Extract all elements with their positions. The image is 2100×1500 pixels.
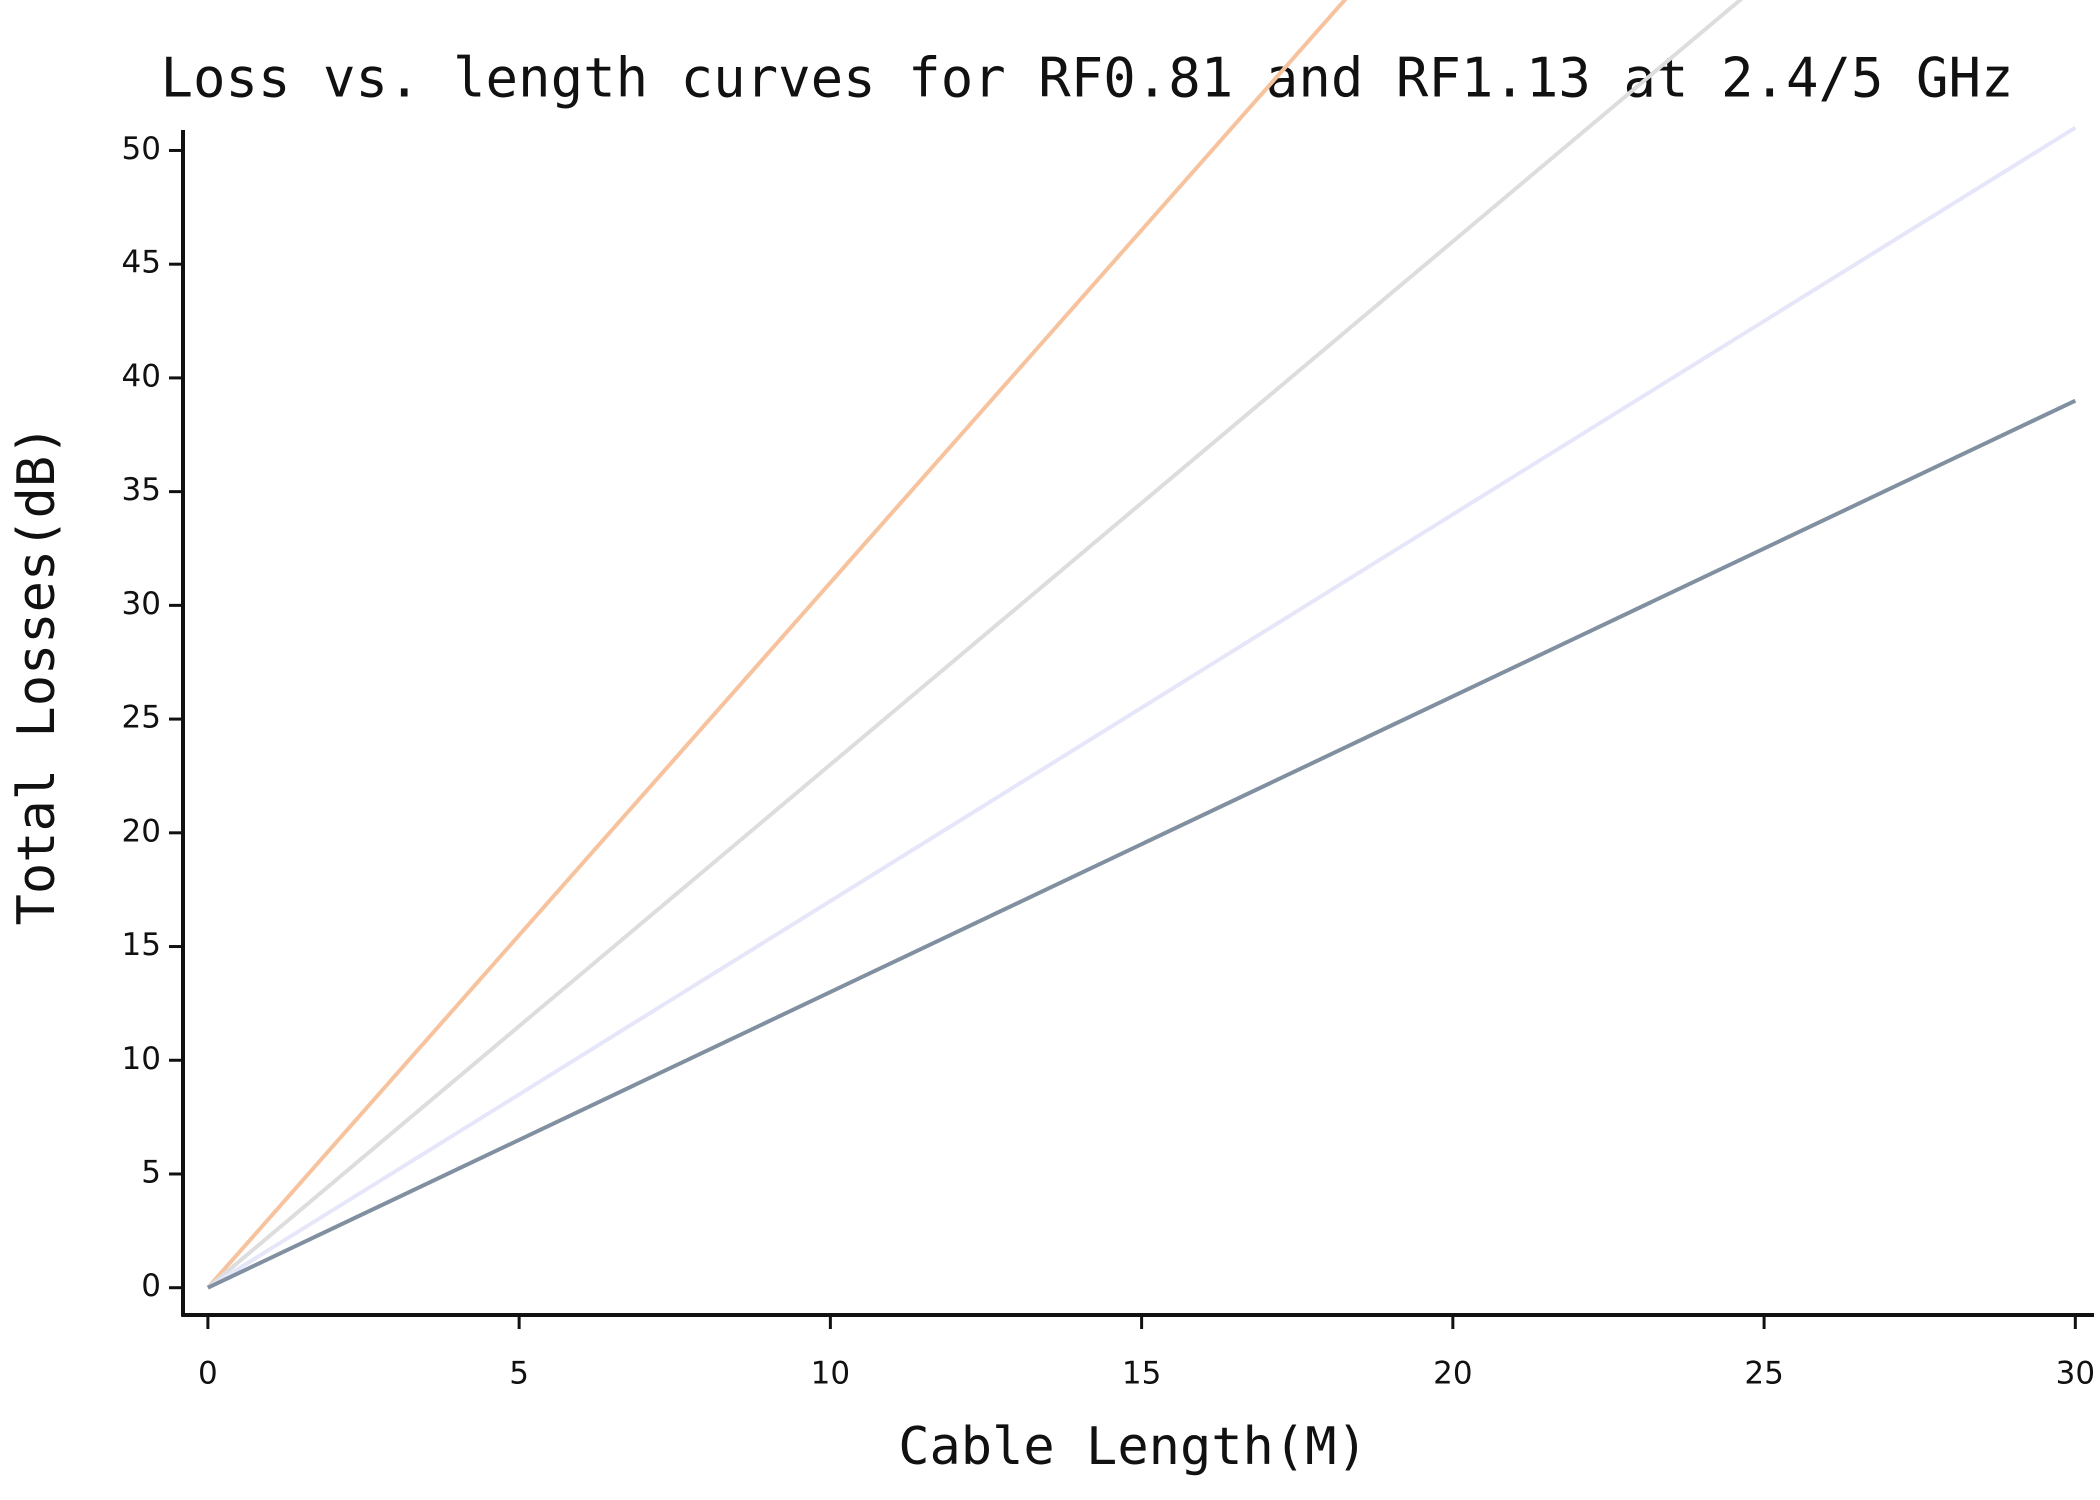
y-axis-label: Total Losses(dB)	[7, 425, 67, 926]
y-tick-label: 20	[122, 813, 161, 849]
y-tick-label: 50	[122, 131, 161, 167]
x-tick-label: 25	[1744, 1356, 1783, 1392]
x-tick-label: 30	[2056, 1356, 2095, 1392]
y-tick-label: 15	[122, 927, 161, 963]
x-axis-label: Cable Length(M)	[898, 1417, 1368, 1477]
y-tick-label: 5	[141, 1154, 161, 1190]
x-tick-label: 20	[1433, 1356, 1472, 1392]
y-tick-label: 10	[122, 1041, 161, 1077]
y-tick-label: 35	[122, 472, 161, 508]
series-line	[206, 0, 1348, 1290]
x-tick-label: 0	[198, 1356, 218, 1392]
x-tick-label: 10	[811, 1356, 850, 1392]
x-tick-label: 15	[1122, 1356, 1161, 1392]
series-line	[206, 0, 1744, 1290]
y-tick-label: 30	[122, 586, 161, 622]
series-line	[207, 398, 2077, 1290]
y-tick-label: 40	[122, 358, 161, 394]
series-line	[206, 126, 2077, 1290]
y-tick-label: 25	[122, 700, 161, 736]
chart-title: Loss vs. length curves for RF0.81 and RF…	[160, 47, 2013, 110]
y-tick-label: 45	[122, 245, 161, 281]
x-tick-label: 5	[509, 1356, 529, 1392]
y-tick-label: 0	[141, 1268, 161, 1304]
